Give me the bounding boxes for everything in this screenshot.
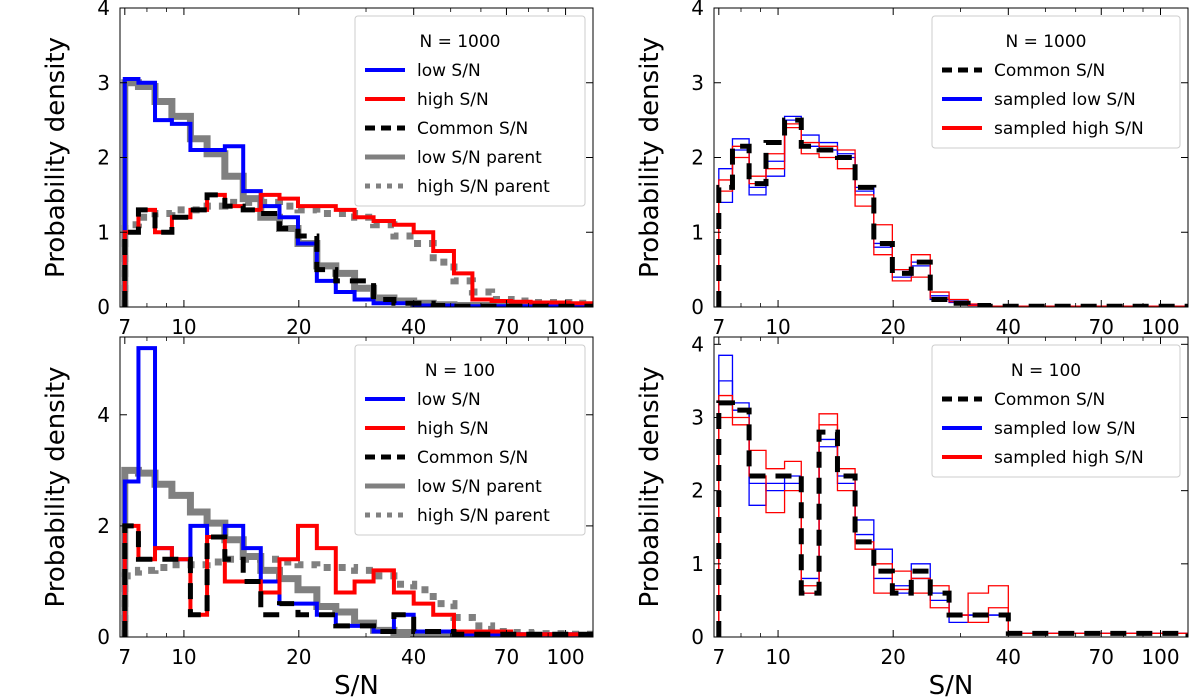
axes-frame xyxy=(713,336,1189,638)
y-tick-label: 4 xyxy=(97,0,110,20)
x-axis-label: S/N xyxy=(929,671,974,700)
legend-label-high-s-n-parent: high S/N parent xyxy=(417,177,550,197)
x-tick-label: 10 xyxy=(765,645,790,669)
legend-label-sampled-high-s-n: sampled high S/N xyxy=(994,448,1144,468)
series-high-s-n-3 xyxy=(122,192,593,307)
y-tick-label: 3 xyxy=(691,71,704,95)
legend-box xyxy=(354,15,586,207)
y-tick-label: 2 xyxy=(97,514,110,538)
legend-label-common-s-n: Common S/N xyxy=(994,61,1105,81)
y-tick-label: 2 xyxy=(691,479,704,503)
series-group xyxy=(121,346,593,637)
y-tick-label: 1 xyxy=(691,552,704,576)
panel-bottom-right: 7 10 20 40 70 100 0 1 2 3 4 Probability density S/N N… xyxy=(635,332,1189,700)
x-tick-label: 40 xyxy=(401,645,426,669)
x-tick-label: 100 xyxy=(546,645,584,669)
series-common-s-n-4 xyxy=(122,523,593,637)
y-tick-label: 1 xyxy=(691,220,704,244)
legend: N = 100 low S/N high S/N Common S/N low S/N … xyxy=(354,344,586,536)
legend-title: N = 1000 xyxy=(1005,32,1086,52)
legend-label-common-s-n: Common S/N xyxy=(994,390,1105,410)
legend-label-low-s-n-parent: low S/N parent xyxy=(417,477,542,497)
y-tick-label: 4 xyxy=(97,403,110,427)
legend-label-sampled-low-s-n: sampled low S/N xyxy=(994,419,1136,439)
x-tick-label: 10 xyxy=(171,645,196,669)
x-tick-label: 70 xyxy=(1089,645,1114,669)
y-tick-label: 4 xyxy=(691,0,704,20)
legend-label-high-s-n: high S/N xyxy=(417,90,489,110)
x-tick-label: 70 xyxy=(494,645,519,669)
x-tick-label: 70 xyxy=(1089,315,1114,339)
series-common-s-n-4 xyxy=(122,192,593,307)
legend-label-high-s-n: high S/N xyxy=(417,419,489,439)
y-axis-label: Probability density xyxy=(41,37,71,278)
x-tick-label: 20 xyxy=(286,315,311,339)
x-tick-label: 20 xyxy=(286,645,311,669)
x-tick-label: 7 xyxy=(712,645,725,669)
series-common-s-n-4 xyxy=(716,117,1188,307)
legend-title: N = 100 xyxy=(1011,361,1081,381)
x-tick-label: 100 xyxy=(1141,315,1179,339)
y-tick-label: 4 xyxy=(691,332,704,356)
axes-frame xyxy=(119,336,594,638)
legend-label-low-s-n: low S/N xyxy=(417,390,481,410)
series-group xyxy=(121,77,593,307)
x-tick-label: 100 xyxy=(546,315,584,339)
series-high-s-n-3 xyxy=(122,523,593,637)
legend-label-common-s-n: Common S/N xyxy=(417,448,528,468)
x-tick-label: 7 xyxy=(712,315,725,339)
legend-box xyxy=(931,15,1181,149)
x-tick-label: 7 xyxy=(118,315,131,339)
x-tick-label: 10 xyxy=(171,315,196,339)
x-tick-label: 10 xyxy=(765,315,790,339)
x-tick-label: 7 xyxy=(118,645,131,669)
x-tick-label: 40 xyxy=(996,645,1021,669)
legend-title: N = 1000 xyxy=(419,32,500,52)
legend-label-sampled-high-s-n: sampled high S/N xyxy=(994,119,1144,139)
legend-label-sampled-low-s-n: sampled low S/N xyxy=(994,90,1136,110)
legend-box xyxy=(354,344,586,536)
legend-label-low-s-n: low S/N xyxy=(417,61,481,81)
legend: N = 1000 low S/N high S/N Common S/N low S/N… xyxy=(354,15,586,207)
panel-bottom-left: 7 10 20 40 70 100 0 2 4 Probability density S/N N =… xyxy=(41,336,594,700)
y-axis-label: Probability density xyxy=(635,37,665,278)
y-tick-label: 0 xyxy=(97,625,110,649)
y-tick-label: 3 xyxy=(97,71,110,95)
legend-label-common-s-n: Common S/N xyxy=(417,119,528,139)
legend-label-high-s-n-parent: high S/N parent xyxy=(417,506,550,526)
legend: N = 100 Common S/N sampled low S/N sampled … xyxy=(931,344,1181,478)
series-high-s-n-parent-1 xyxy=(121,555,593,637)
x-axis-label: S/N xyxy=(334,671,379,700)
y-tick-label: 3 xyxy=(691,405,704,429)
y-tick-label: 0 xyxy=(691,625,704,649)
legend-label-low-s-n-parent: low S/N parent xyxy=(417,148,542,168)
x-tick-label: 100 xyxy=(1141,645,1179,669)
x-tick-label: 40 xyxy=(401,315,426,339)
x-tick-label: 20 xyxy=(880,645,905,669)
panel-top-left: 7 10 20 40 70 100 0 1 2 3 4 Probability density N = … xyxy=(41,0,594,339)
y-tick-label: 0 xyxy=(691,295,704,319)
y-axis-label: Probability density xyxy=(41,366,71,607)
series-group xyxy=(716,354,1188,637)
panel-top-right: 7 10 20 40 70 100 0 1 2 3 4 Probability density N = … xyxy=(635,0,1189,339)
legend-title: N = 100 xyxy=(425,361,495,381)
x-tick-label: 40 xyxy=(996,315,1021,339)
legend-box xyxy=(931,344,1181,478)
series-group xyxy=(716,115,1188,307)
x-tick-label: 70 xyxy=(494,315,519,339)
y-tick-label: 2 xyxy=(691,146,704,170)
legend: N = 1000 Common S/N sampled low S/N sampled… xyxy=(931,15,1181,149)
y-tick-label: 2 xyxy=(97,146,110,170)
x-tick-label: 20 xyxy=(880,315,905,339)
y-axis-label: Probability density xyxy=(635,366,665,607)
y-tick-label: 1 xyxy=(97,220,110,244)
y-tick-label: 0 xyxy=(97,295,110,319)
